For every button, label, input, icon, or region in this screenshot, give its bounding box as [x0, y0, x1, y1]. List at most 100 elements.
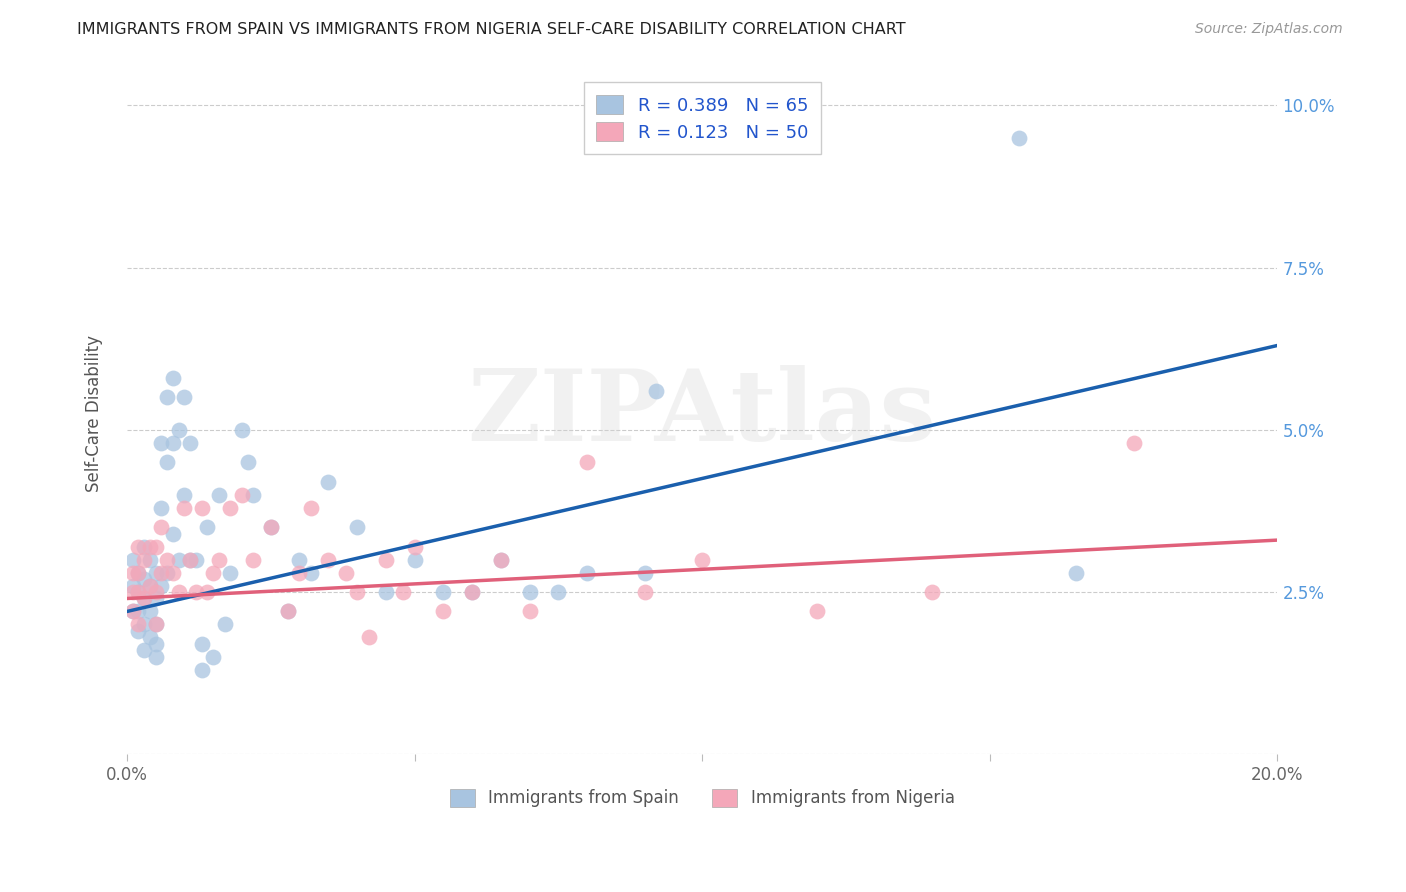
Point — [489, 552, 512, 566]
Point — [134, 540, 156, 554]
Point — [150, 435, 173, 450]
Point — [374, 585, 396, 599]
Point — [489, 552, 512, 566]
Text: Source: ZipAtlas.com: Source: ZipAtlas.com — [1195, 22, 1343, 37]
Point — [121, 585, 143, 599]
Point — [1064, 566, 1087, 580]
Point — [1007, 131, 1029, 145]
Point — [127, 540, 149, 554]
Point — [145, 617, 167, 632]
Point — [404, 552, 426, 566]
Point — [156, 390, 179, 404]
Point — [139, 540, 162, 554]
Point — [190, 500, 212, 515]
Point — [173, 488, 195, 502]
Point — [806, 605, 828, 619]
Point — [139, 578, 162, 592]
Point — [461, 585, 484, 599]
Point — [173, 390, 195, 404]
Point — [134, 617, 156, 632]
Text: IMMIGRANTS FROM SPAIN VS IMMIGRANTS FROM NIGERIA SELF-CARE DISABILITY CORRELATIO: IMMIGRANTS FROM SPAIN VS IMMIGRANTS FROM… — [77, 22, 905, 37]
Point — [127, 585, 149, 599]
Point — [346, 520, 368, 534]
Point — [150, 578, 173, 592]
Point — [260, 520, 283, 534]
Point — [139, 631, 162, 645]
Point — [121, 578, 143, 592]
Point — [299, 500, 322, 515]
Point — [576, 566, 599, 580]
Point — [134, 643, 156, 657]
Point — [167, 552, 190, 566]
Point — [392, 585, 415, 599]
Point — [633, 585, 655, 599]
Point — [288, 566, 311, 580]
Point — [190, 637, 212, 651]
Point — [260, 520, 283, 534]
Point — [184, 552, 207, 566]
Point — [432, 605, 454, 619]
Point — [139, 605, 162, 619]
Point — [127, 624, 149, 638]
Point — [127, 585, 149, 599]
Point — [404, 540, 426, 554]
Point — [288, 552, 311, 566]
Point — [162, 371, 184, 385]
Point — [236, 455, 259, 469]
Legend: Immigrants from Spain, Immigrants from Nigeria: Immigrants from Spain, Immigrants from N… — [443, 782, 962, 814]
Point — [121, 552, 143, 566]
Point — [190, 663, 212, 677]
Point — [145, 566, 167, 580]
Point — [461, 585, 484, 599]
Point — [127, 605, 149, 619]
Point — [197, 520, 219, 534]
Point — [173, 500, 195, 515]
Point — [242, 552, 264, 566]
Point — [921, 585, 943, 599]
Point — [1122, 435, 1144, 450]
Point — [231, 423, 253, 437]
Point — [316, 475, 339, 489]
Point — [432, 585, 454, 599]
Point — [162, 526, 184, 541]
Point — [156, 552, 179, 566]
Point — [150, 520, 173, 534]
Point — [202, 566, 225, 580]
Point — [156, 566, 179, 580]
Y-axis label: Self-Care Disability: Self-Care Disability — [86, 335, 103, 492]
Point — [134, 591, 156, 606]
Point — [208, 488, 231, 502]
Point — [121, 566, 143, 580]
Point — [139, 552, 162, 566]
Point — [277, 605, 299, 619]
Point — [179, 552, 201, 566]
Point — [299, 566, 322, 580]
Point — [162, 566, 184, 580]
Point — [346, 585, 368, 599]
Text: ZIPAtlas: ZIPAtlas — [468, 365, 936, 462]
Point — [121, 605, 143, 619]
Point — [150, 566, 173, 580]
Point — [316, 552, 339, 566]
Point — [576, 455, 599, 469]
Point — [202, 649, 225, 664]
Point — [127, 566, 149, 580]
Point — [357, 631, 380, 645]
Point — [139, 578, 162, 592]
Point — [374, 552, 396, 566]
Point — [208, 552, 231, 566]
Point — [127, 566, 149, 580]
Point — [690, 552, 713, 566]
Point — [134, 591, 156, 606]
Point — [214, 617, 236, 632]
Point — [219, 500, 242, 515]
Point — [127, 617, 149, 632]
Point — [179, 552, 201, 566]
Point — [219, 566, 242, 580]
Point — [197, 585, 219, 599]
Point — [519, 605, 541, 619]
Point — [231, 488, 253, 502]
Point — [145, 649, 167, 664]
Point — [134, 552, 156, 566]
Point — [633, 566, 655, 580]
